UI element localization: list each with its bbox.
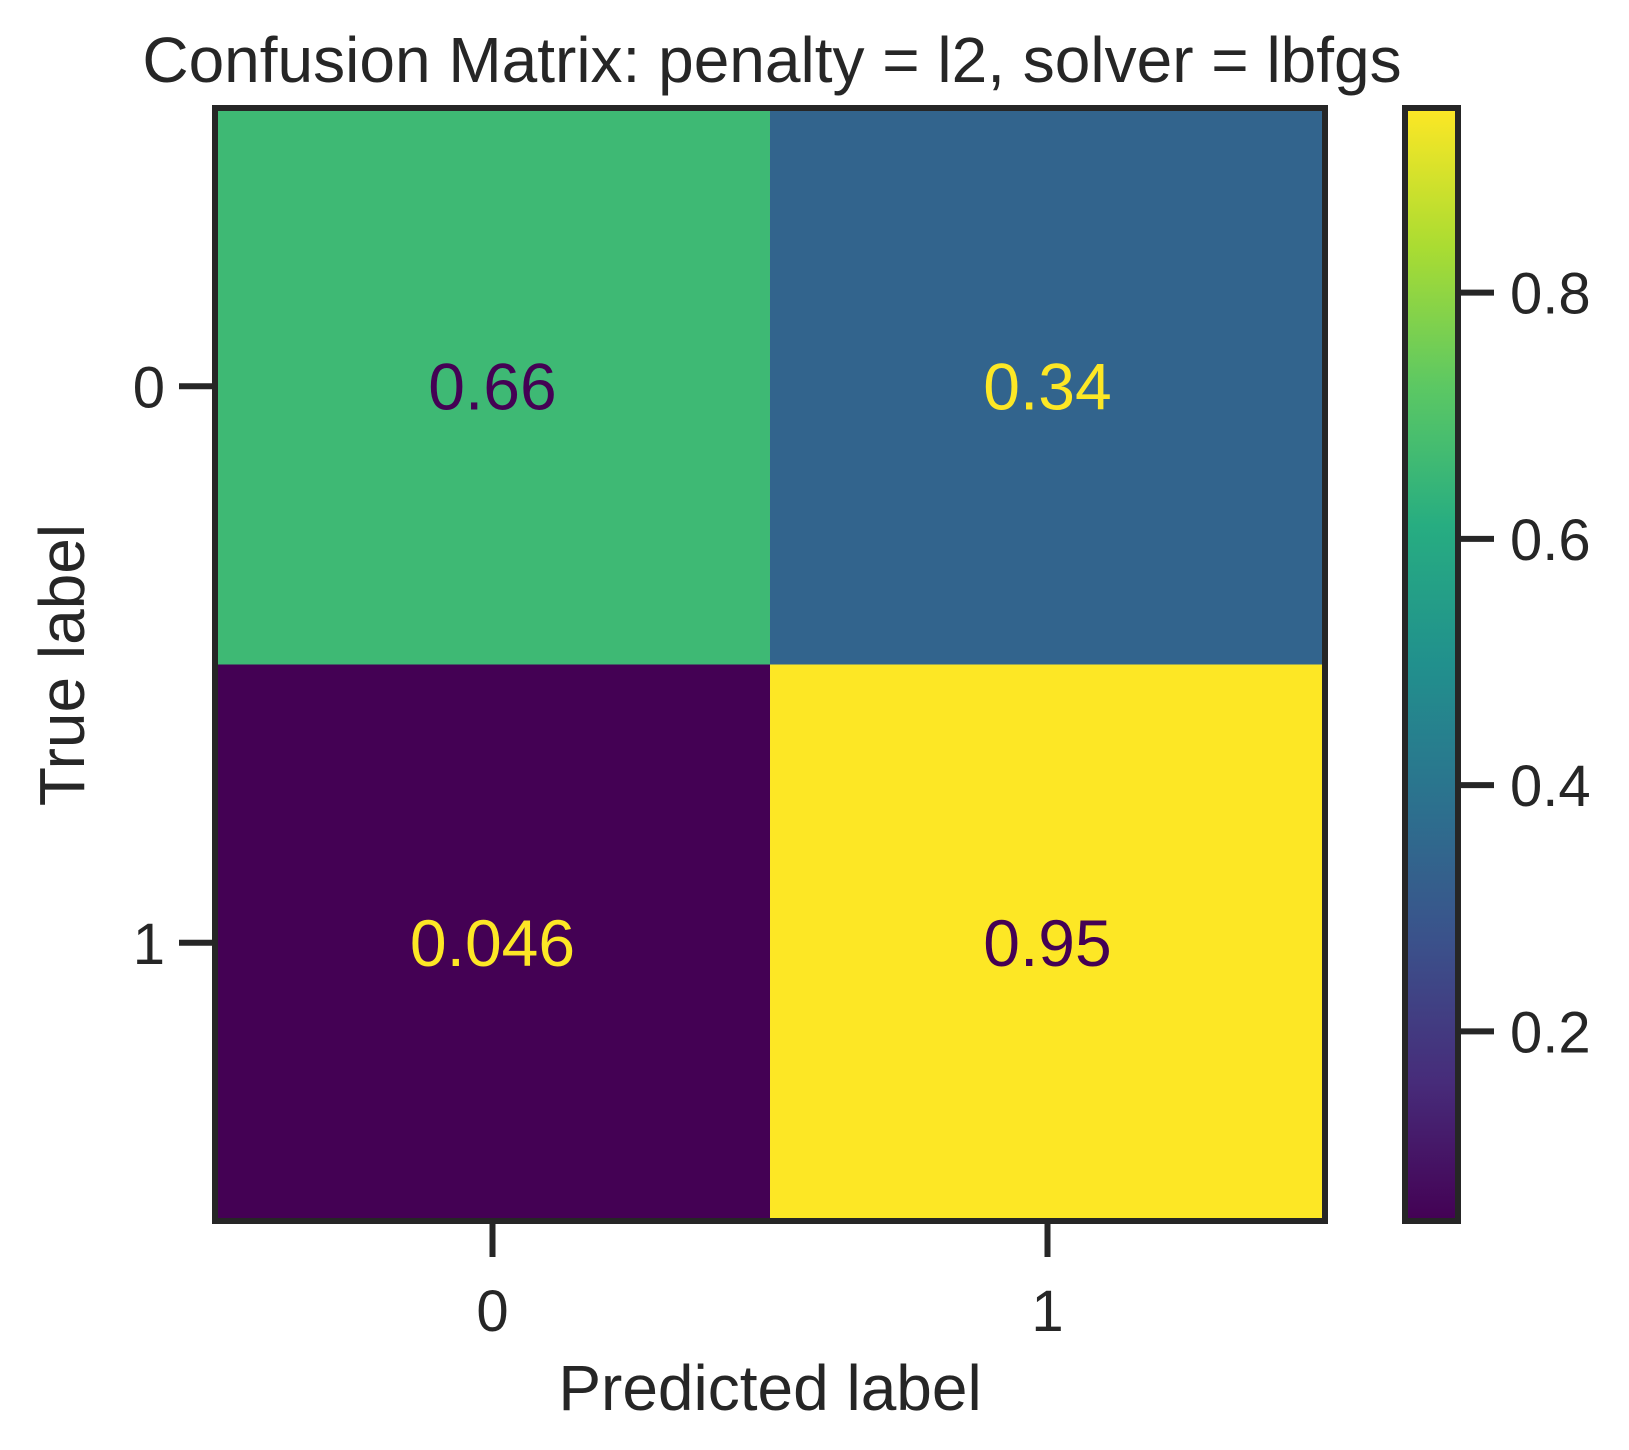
colorbar xyxy=(1405,108,1458,1221)
y-tick-label-1: 1 xyxy=(133,912,165,977)
cell-value-label-r0-c1: 0.34 xyxy=(983,349,1111,423)
heatmap-cell-r1-c1 xyxy=(770,664,1326,1222)
x-tick-label-1: 1 xyxy=(1031,1279,1063,1344)
y-axis-ticks: 01 xyxy=(133,355,215,977)
heatmap-cell-r0-c0 xyxy=(215,108,771,665)
heatmap-cells xyxy=(215,108,1326,1222)
colorbar-tick-label-1: 0.4 xyxy=(1510,754,1591,819)
cell-value-label-r1-c1: 0.95 xyxy=(983,906,1111,980)
y-tick-label-0: 0 xyxy=(133,355,165,420)
y-axis-label: True label xyxy=(26,524,98,806)
heatmap-cell-r1-c0 xyxy=(215,664,771,1222)
colorbar-tick-label-2: 0.6 xyxy=(1510,508,1591,573)
cell-value-label-r0-c0: 0.66 xyxy=(428,349,556,423)
cell-value-label-r1-c0: 0.046 xyxy=(410,906,575,980)
x-axis-label: Predicted label xyxy=(558,1352,981,1424)
colorbar-ticks: 0.2 0.4 0.6 0.8 xyxy=(1458,262,1591,1065)
colorbar-tick-label-3: 0.8 xyxy=(1510,262,1591,327)
heatmap-cell-labels: 0.66 0.34 0.046 0.95 xyxy=(410,349,1112,980)
x-tick-label-0: 0 xyxy=(476,1279,508,1344)
colorbar-frame xyxy=(1402,105,1461,1224)
heatmap-cell-r0-c1 xyxy=(770,108,1326,665)
colorbar-tick-label-0: 0.2 xyxy=(1510,1000,1591,1065)
chart-title: Confusion Matrix: penalty = l2, solver =… xyxy=(142,24,1401,96)
plot-frame xyxy=(212,105,1328,1224)
